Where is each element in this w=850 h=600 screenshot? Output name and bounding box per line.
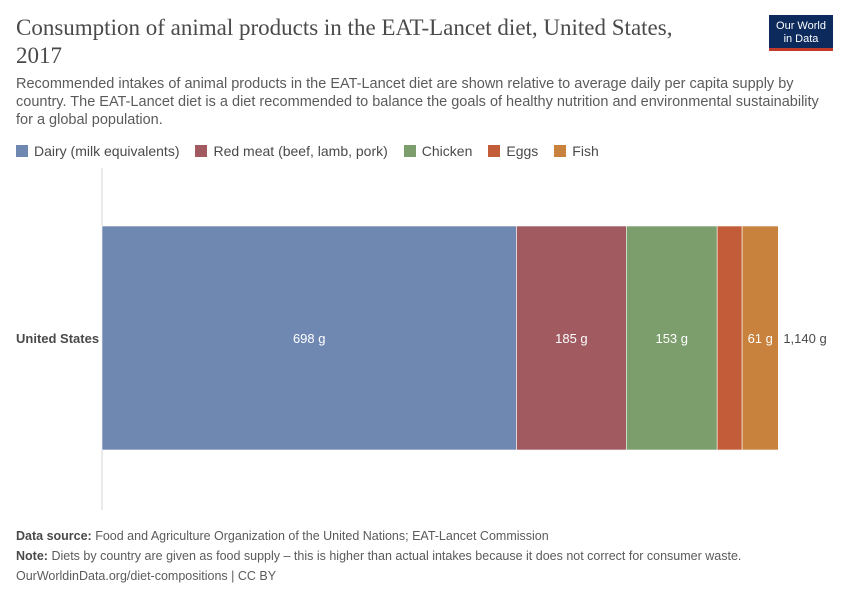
- footer-url[interactable]: OurWorldinData.org/diet-compositions | C…: [16, 569, 277, 583]
- bar-segment[interactable]: [626, 225, 718, 451]
- legend-swatch: [403, 145, 416, 157]
- legend-swatch: [554, 145, 567, 157]
- note-label: Note:: [16, 549, 48, 563]
- chart-subtitle: Recommended intakes of animal products i…: [16, 76, 819, 128]
- bar-segment[interactable]: [716, 225, 743, 451]
- legend-label: Red meat (beef, lamb, pork): [213, 143, 388, 159]
- bar-value-label: 153 g: [655, 331, 688, 346]
- data-source-line: Data source: Food and Agriculture Organi…: [16, 529, 834, 544]
- logo-line-2: in Data: [783, 33, 819, 45]
- data-source-text: Food and Agriculture Organization of the…: [95, 529, 549, 543]
- legend-item[interactable]: Chicken: [403, 143, 473, 159]
- legend-label: Dairy (milk equivalents): [34, 143, 180, 159]
- owid-logo[interactable]: Our World in Data: [769, 15, 833, 51]
- note-line: Note: Diets by country are given as food…: [16, 549, 834, 564]
- bar-segment[interactable]: [516, 225, 627, 451]
- legend-item[interactable]: Dairy (milk equivalents): [16, 143, 179, 159]
- legend-label: Eggs: [506, 143, 539, 159]
- legend-swatch: [16, 145, 28, 157]
- logo-line-1: Our World: [776, 20, 826, 32]
- legend-item[interactable]: Fish: [554, 143, 599, 159]
- legend: Dairy (milk equivalents) Red meat (beef, …: [16, 142, 615, 160]
- legend-item[interactable]: Eggs: [488, 143, 538, 159]
- chart-title: Consumption of animal products in the EA…: [16, 15, 673, 68]
- category-label: United States: [16, 331, 99, 346]
- bar-segment[interactable]: [741, 225, 779, 451]
- legend-swatch: [195, 145, 208, 157]
- legend-swatch: [488, 145, 501, 157]
- bar-value-label: 698 g: [293, 331, 326, 346]
- total-value-label: 1,140 g: [783, 331, 826, 346]
- note-text: Diets by country are given as food suppl…: [51, 549, 742, 563]
- legend-label: Chicken: [421, 143, 473, 159]
- legend-item[interactable]: Red meat (beef, lamb, pork): [195, 143, 388, 159]
- data-source-label: Data source:: [16, 529, 92, 543]
- legend-label: Fish: [572, 143, 599, 159]
- bar-value-label: 185 g: [555, 331, 588, 346]
- bar-value-label: 61 g: [748, 331, 773, 346]
